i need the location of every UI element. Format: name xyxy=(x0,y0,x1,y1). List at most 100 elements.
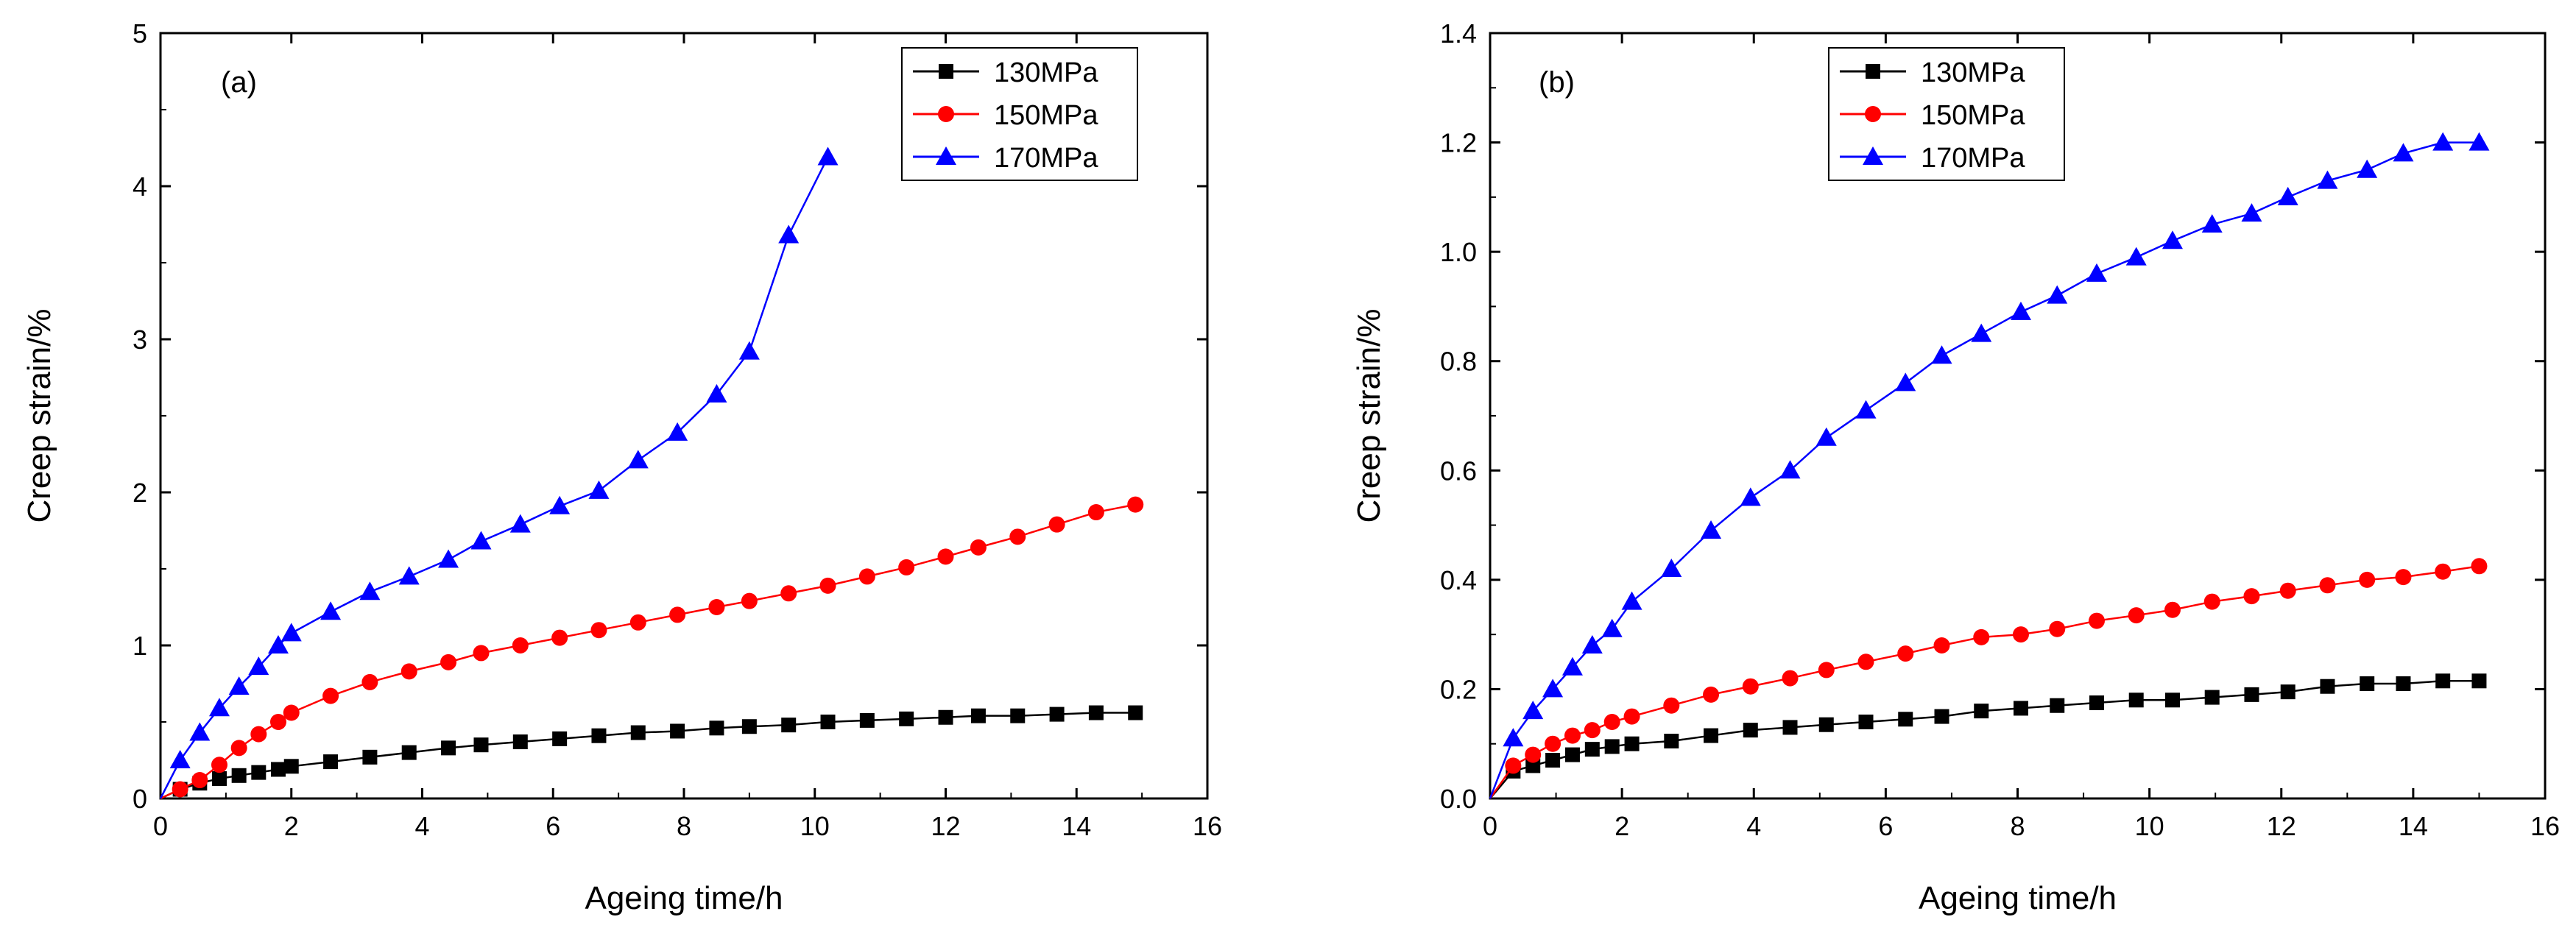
x-tick-label: 8 xyxy=(677,811,691,841)
data-point-170MPa xyxy=(2317,170,2338,189)
data-point-170MPa xyxy=(1661,559,1682,577)
data-point-130MPa xyxy=(2050,698,2065,713)
data-point-150MPa xyxy=(2359,571,2376,588)
data-point-130MPa xyxy=(2204,690,2220,705)
data-point-130MPa xyxy=(2128,693,2144,708)
data-point-130MPa xyxy=(2471,673,2487,689)
data-point-130MPa xyxy=(938,709,953,725)
x-tick-label: 16 xyxy=(1193,811,1222,841)
data-point-150MPa xyxy=(937,548,954,565)
data-point-130MPa xyxy=(1898,712,1913,727)
data-point-130MPa xyxy=(1974,704,1989,719)
data-point-130MPa xyxy=(2435,673,2451,689)
data-point-170MPa xyxy=(549,495,571,514)
data-point-150MPa xyxy=(2012,626,2029,643)
data-point-130MPa xyxy=(1049,706,1065,722)
data-point-130MPa xyxy=(2280,684,2296,700)
x-tick-label: 14 xyxy=(1062,811,1091,841)
data-point-150MPa xyxy=(211,757,227,773)
data-point-170MPa xyxy=(1895,372,1916,392)
data-point-170MPa xyxy=(2047,285,2068,304)
x-tick-label: 10 xyxy=(800,811,830,841)
data-point-150MPa xyxy=(629,614,646,631)
data-point-130MPa xyxy=(2164,693,2180,708)
y-tick-label: 1.4 xyxy=(1440,18,1477,49)
data-point-150MPa xyxy=(1782,670,1799,687)
data-point-150MPa xyxy=(1087,504,1104,521)
x-axis-title: Ageing time/h xyxy=(585,880,783,916)
panel-label: (b) xyxy=(1539,66,1575,99)
data-point-150MPa xyxy=(1897,645,1914,662)
data-point-150MPa xyxy=(1525,746,1542,763)
data-point-150MPa xyxy=(2279,582,2296,599)
data-point-170MPa xyxy=(2125,247,2147,266)
data-point-150MPa xyxy=(440,654,457,670)
data-point-170MPa xyxy=(778,224,800,244)
data-point-130MPa xyxy=(1010,708,1026,723)
data-point-170MPa xyxy=(588,480,610,499)
legend-label-170MPa: 170MPa xyxy=(1921,143,2025,174)
data-point-150MPa xyxy=(1127,496,1144,513)
data-point-170MPa xyxy=(267,635,289,654)
data-point-130MPa xyxy=(270,762,286,777)
data-point-130MPa xyxy=(441,740,456,756)
data-point-170MPa xyxy=(738,341,760,360)
y-tick-label: 3 xyxy=(133,325,147,355)
series-line-150MPa xyxy=(160,503,1136,800)
series-line-130MPa xyxy=(160,712,1136,800)
data-point-130MPa xyxy=(362,749,378,765)
data-point-130MPa xyxy=(2244,687,2259,702)
data-point-170MPa xyxy=(280,623,302,642)
data-point-130MPa xyxy=(781,718,797,733)
series-line-170MPa xyxy=(1489,141,2480,799)
data-point-130MPa xyxy=(970,708,986,723)
data-point-150MPa xyxy=(191,772,208,789)
data-point-150MPa xyxy=(250,726,267,743)
data-point-150MPa xyxy=(741,592,758,609)
y-tick-label: 0.2 xyxy=(1440,674,1477,704)
data-point-150MPa xyxy=(1048,516,1065,533)
legend-marker-150MPa xyxy=(1865,106,1881,122)
data-point-150MPa xyxy=(1933,637,1950,654)
data-point-150MPa xyxy=(1603,714,1620,730)
data-point-150MPa xyxy=(283,704,300,721)
data-point-130MPa xyxy=(1743,723,1758,738)
legend-label-130MPa: 130MPa xyxy=(994,57,1098,88)
data-point-130MPa xyxy=(1525,758,1541,773)
y-tick-label: 1 xyxy=(133,631,147,661)
y-tick-label: 0.4 xyxy=(1440,565,1477,595)
data-point-170MPa xyxy=(189,722,211,741)
data-point-150MPa xyxy=(2243,588,2260,605)
data-point-150MPa xyxy=(1564,727,1581,744)
data-point-130MPa xyxy=(2320,679,2335,694)
x-tick-label: 16 xyxy=(2530,811,2560,841)
data-point-150MPa xyxy=(1857,654,1874,670)
y-tick-label: 1.2 xyxy=(1440,128,1477,158)
data-point-150MPa xyxy=(1818,662,1835,679)
data-point-170MPa xyxy=(2010,301,2031,320)
data-point-170MPa xyxy=(208,698,230,717)
x-tick-label: 12 xyxy=(931,811,960,841)
data-point-170MPa xyxy=(1701,520,1722,539)
legend-label-150MPa: 150MPa xyxy=(1921,100,2025,131)
data-point-170MPa xyxy=(470,531,492,550)
data-point-170MPa xyxy=(2393,143,2414,162)
data-point-150MPa xyxy=(1009,528,1026,545)
y-tick-label: 2 xyxy=(133,478,147,508)
x-tick-label: 12 xyxy=(2267,811,2296,841)
data-point-150MPa xyxy=(708,599,725,615)
data-point-170MPa xyxy=(1815,427,1837,446)
data-point-170MPa xyxy=(1562,656,1583,676)
data-point-170MPa xyxy=(667,422,688,441)
data-point-130MPa xyxy=(859,712,875,728)
data-point-150MPa xyxy=(2319,577,2336,594)
data-point-170MPa xyxy=(627,450,649,469)
data-point-150MPa xyxy=(2049,620,2066,637)
data-point-130MPa xyxy=(1664,734,1679,748)
data-point-150MPa xyxy=(230,740,247,757)
data-point-170MPa xyxy=(2357,159,2378,178)
legend-marker-130MPa xyxy=(939,64,953,79)
data-point-150MPa xyxy=(2395,569,2412,586)
